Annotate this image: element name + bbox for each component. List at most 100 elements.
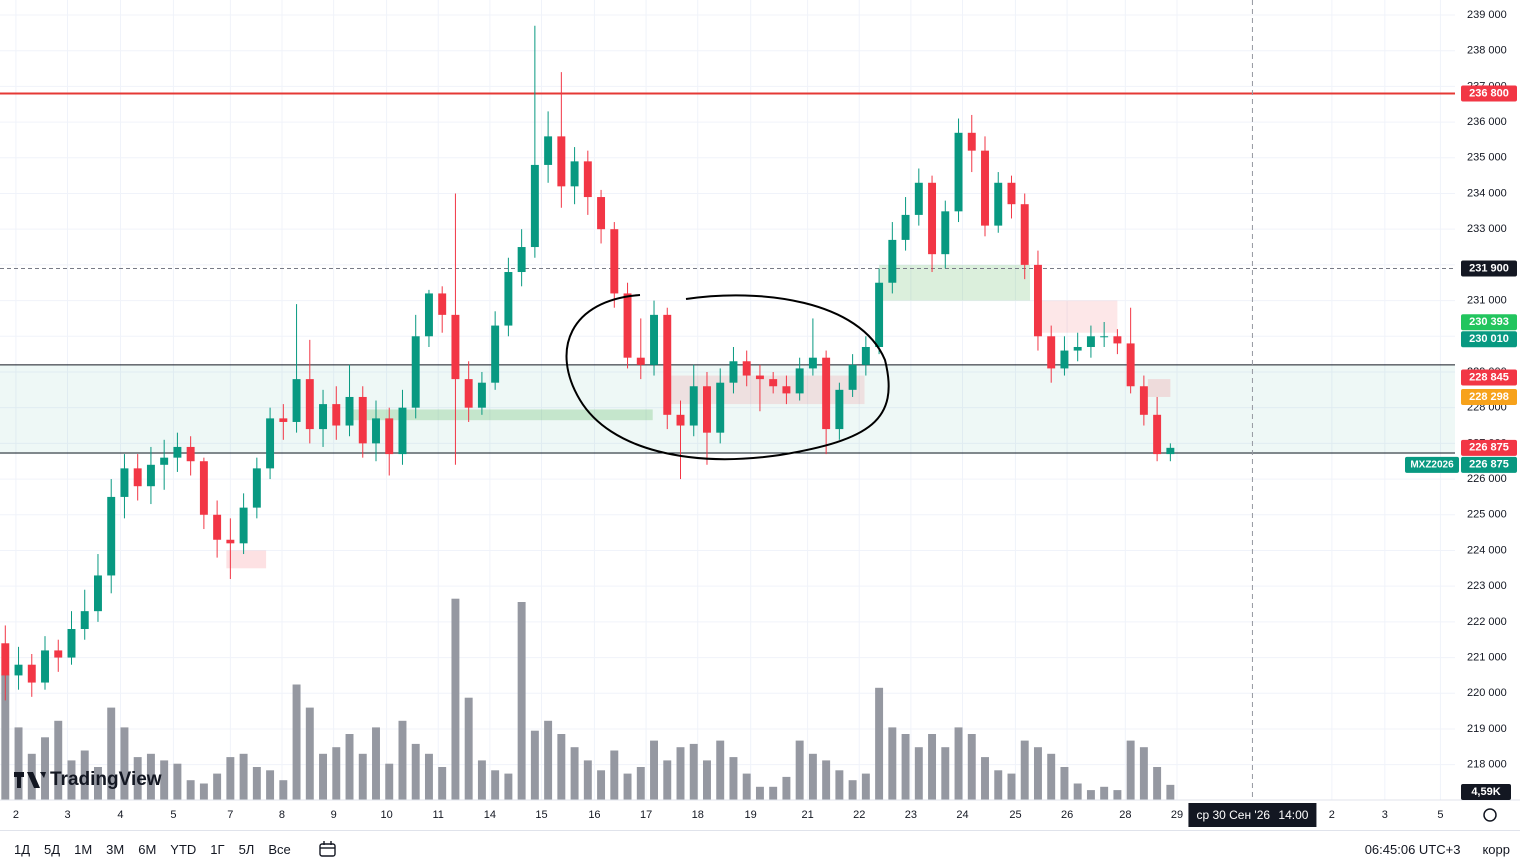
candle-body [1073,346,1082,351]
adjust-button[interactable]: корр [1482,841,1510,857]
range-button[interactable]: 5Л [238,841,255,857]
volume-label-bg [1461,784,1511,800]
y-tick-label: 231 000 [1467,294,1507,306]
volume-bar [504,773,513,800]
x-tick-label: 19 [745,809,757,821]
volume-bar [901,734,910,800]
candle-body [54,650,63,658]
volume-bar [411,743,420,800]
y-tick-label: 238 000 [1467,45,1507,57]
volume-bar [319,753,328,800]
x-tick-label: 14 [484,809,496,821]
volume-bar [1007,773,1016,800]
candle-body [252,468,261,508]
volume-bar [358,753,367,800]
volume-bar [716,740,725,800]
candle-body [1,643,10,676]
toolbar: 1Д 5Д 1М 3М 6М YTD 1Г 5Л Все 06:45:06 UT… [0,830,1520,867]
candle-body [663,314,672,415]
range-button[interactable]: Все [268,841,291,857]
volume-bar [703,760,711,800]
candle-body [981,150,989,226]
candle-body [1060,350,1069,369]
candle-body [941,211,950,255]
range-button[interactable]: 1Г [210,841,225,857]
volume-bar [491,770,500,800]
volume-bar [213,773,222,800]
settings-icon[interactable] [1483,808,1497,822]
volume-bar [1060,767,1069,800]
price-label-bg [1461,456,1517,473]
candle-body [755,375,764,380]
x-tick-label: 3 [64,809,70,821]
candle-body [239,507,248,544]
volume-bar [941,747,950,800]
candle-body [875,282,884,347]
logo: TradingView [50,769,162,790]
candle-body [464,379,473,408]
price-label: 230 010 [1469,333,1509,345]
candle-body [160,457,169,465]
volume-bar [266,770,275,800]
volume-bar [1139,747,1148,800]
volume-bar [1086,790,1095,800]
volume-bar [861,773,870,800]
range-button[interactable]: 6М [138,841,157,857]
y-tick-label: 225 000 [1467,509,1507,521]
x-tick-label: 7 [227,809,233,821]
logo-icon [17,772,21,788]
price-label: 226 875 [1469,442,1509,454]
volume-bar [186,780,195,800]
x-tick-label: 28 [1119,809,1131,821]
range-button[interactable]: 3М [106,841,125,857]
volume-bar [332,747,341,800]
volume-bar [954,727,963,800]
range-button[interactable]: 1Д [14,841,31,857]
candle-body [1100,336,1109,338]
volume-bar [875,687,884,800]
volume-bar [848,780,857,800]
zone [0,364,1455,455]
range-button[interactable]: 1М [74,841,93,857]
candle-body [570,161,579,187]
symbol-label: MXZ2026 [1410,459,1454,470]
y-tick-label: 220 000 [1467,687,1507,699]
volume-bar [1166,784,1175,800]
volume-bar [676,747,685,800]
candle-body [424,293,433,337]
y-tick-label: 236 000 [1467,116,1507,128]
range-button[interactable]: YTD [170,841,197,857]
x-tick-label: 2 [1329,809,1335,821]
volume-bar [173,763,182,800]
volume-bar [636,767,645,800]
volume-bar [994,770,1003,800]
volume-bar [914,747,923,800]
candle-body [795,368,804,394]
volume-bar [1073,783,1082,800]
candle-body [1153,414,1162,455]
chart: 218 000 219 000 220 000 221 000 222 000 223 0… [0,0,1520,830]
compare-icon[interactable] [317,839,339,859]
x-tick-label: 10 [380,809,392,821]
volume-bar [239,753,248,800]
background [0,0,1520,830]
zone [349,409,653,421]
volume-bar [795,740,804,800]
x-tick-label: 8 [279,809,285,821]
volume-bar [650,740,658,800]
zone [665,375,865,405]
range-button[interactable]: 5Д [44,841,61,857]
candle-body [146,464,155,487]
candle-body [411,336,420,408]
zone [879,264,1031,301]
price-label: 226 875 [1469,459,1509,471]
volume-bar [107,707,116,800]
x-tick-label: 23 [905,809,917,821]
volume-bar [610,750,619,800]
candle-body [769,379,778,387]
volume-bar [822,760,831,800]
volume-bar [981,757,989,800]
candle-body [689,386,698,426]
volume-bar [292,684,301,800]
